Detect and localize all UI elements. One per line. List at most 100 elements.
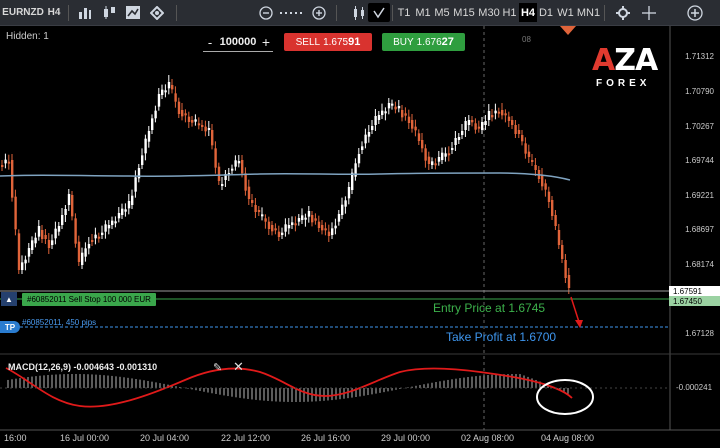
settings-icon[interactable] (612, 3, 634, 22)
candle-body (181, 110, 184, 117)
candle-body (161, 89, 164, 95)
zoom-in-icon[interactable] (308, 3, 330, 22)
tf-H1[interactable]: H1 (502, 6, 517, 19)
candle-body (411, 120, 414, 129)
candle-type-icon[interactable] (348, 3, 370, 22)
candle-body (264, 218, 267, 222)
candle-body (234, 160, 237, 167)
candlestick-icon[interactable] (98, 3, 120, 22)
crosshair-time-label: 08 (522, 35, 531, 44)
macd-level-label: -0.000241 (676, 383, 713, 392)
candle-body (307, 211, 311, 217)
candle-body (24, 259, 27, 264)
edit-indicator-pen-icon[interactable]: ✎ (213, 362, 223, 374)
candle-body (101, 232, 104, 235)
candle-body (97, 236, 101, 239)
time-axis-label: 20 Jul 04:00 (140, 433, 190, 443)
time-axis-label: 16:00 (4, 433, 27, 443)
buy-button[interactable]: BUY 1.67627 (382, 33, 465, 51)
candle-body (164, 90, 167, 93)
toolbar-divider (604, 5, 605, 21)
candle-body (461, 131, 464, 135)
candle-body (121, 208, 124, 215)
timeframe-selector[interactable]: H4 (47, 7, 61, 18)
dotted-line-icon[interactable] (278, 3, 308, 22)
candle-body (27, 248, 31, 257)
candle-body (21, 262, 24, 270)
buy-price: 1.67627 (416, 36, 454, 48)
candle-body (64, 209, 67, 215)
candle-body (1, 165, 4, 167)
zoom-out-icon[interactable] (255, 3, 277, 22)
candle-body (397, 106, 401, 109)
time-axis-label: 16 Jul 00:00 (60, 433, 110, 443)
candle-body (7, 161, 11, 164)
candle-body (467, 120, 471, 125)
price-axis-label: 1.70267 (685, 122, 714, 131)
candle-body (71, 195, 74, 217)
symbol-selector[interactable]: EURNZD (2, 7, 44, 18)
highlight-circle (536, 379, 594, 415)
tf-M5[interactable]: M5 (434, 6, 450, 19)
sell-stop-order-label[interactable]: #60852011 Sell Stop 100 000 EUR (22, 293, 156, 306)
candle-body (564, 260, 567, 278)
hidden-objects-label: Hidden: 1 (6, 31, 49, 42)
candle-body (331, 228, 334, 235)
tf-M15[interactable]: M15 (453, 6, 475, 19)
candle-body (54, 228, 57, 239)
candle-body (47, 240, 51, 248)
sell-label: SELL (295, 36, 321, 48)
candle-body (277, 231, 281, 237)
bar-chart-icon[interactable] (74, 3, 96, 22)
order-marker-icon[interactable]: ▲ (1, 292, 17, 306)
candle-body (237, 161, 241, 164)
candle-body (14, 196, 17, 230)
take-profit-order-label[interactable]: #60852011, 450 pips (22, 318, 97, 327)
plus-icon[interactable] (684, 3, 706, 22)
candle-body (487, 111, 491, 120)
take-profit-marker[interactable]: TP (0, 321, 20, 333)
volume-value[interactable]: 100000 (219, 36, 257, 48)
time-axis-label: 02 Aug 08:00 (461, 433, 515, 443)
candle-body (434, 163, 437, 166)
tf-T1[interactable]: T1 (397, 6, 411, 19)
candle-body (74, 218, 77, 244)
candle-body (524, 143, 527, 154)
tf-H4[interactable]: H4 (519, 3, 537, 22)
close-indicator-icon[interactable]: ✕ (233, 359, 244, 374)
volume-increase-button[interactable]: + (261, 34, 271, 50)
candle-body (387, 103, 391, 109)
candle-body (31, 240, 34, 250)
tf-M30[interactable]: M30 (478, 6, 500, 19)
candle-body (327, 231, 331, 236)
volume-stepper[interactable]: - 100000 + (203, 33, 273, 52)
candle-body (41, 230, 44, 239)
candle-body (284, 224, 287, 232)
candle-body (51, 240, 54, 245)
candle-body (87, 244, 91, 249)
candle-body (84, 248, 87, 257)
candle-body (274, 228, 277, 231)
line-chart-icon[interactable] (122, 3, 144, 22)
candle-body (91, 240, 94, 242)
candle-body (354, 163, 357, 177)
shift-marker-icon[interactable] (560, 26, 576, 35)
crosshair-icon[interactable] (638, 3, 660, 22)
tick-icon[interactable] (368, 3, 390, 22)
diamond-icon[interactable] (146, 3, 168, 22)
candle-body (151, 118, 154, 130)
take-profit-annotation: Take Profit at 1.6700 (446, 330, 557, 344)
tf-W1[interactable]: W1 (557, 6, 574, 19)
sell-button[interactable]: SELL 1.67591 (284, 33, 372, 51)
volume-decrease-button[interactable]: - (207, 34, 213, 50)
candle-body (137, 168, 141, 179)
tf-MN1[interactable]: MN1 (576, 6, 601, 19)
candle-body (404, 113, 407, 116)
moving-average-line (0, 172, 571, 181)
tf-D1[interactable]: D1 (538, 6, 554, 19)
candle-body (61, 215, 64, 225)
candle-body (197, 123, 201, 126)
tf-M1[interactable]: M1 (415, 6, 431, 19)
candle-body (497, 111, 501, 114)
